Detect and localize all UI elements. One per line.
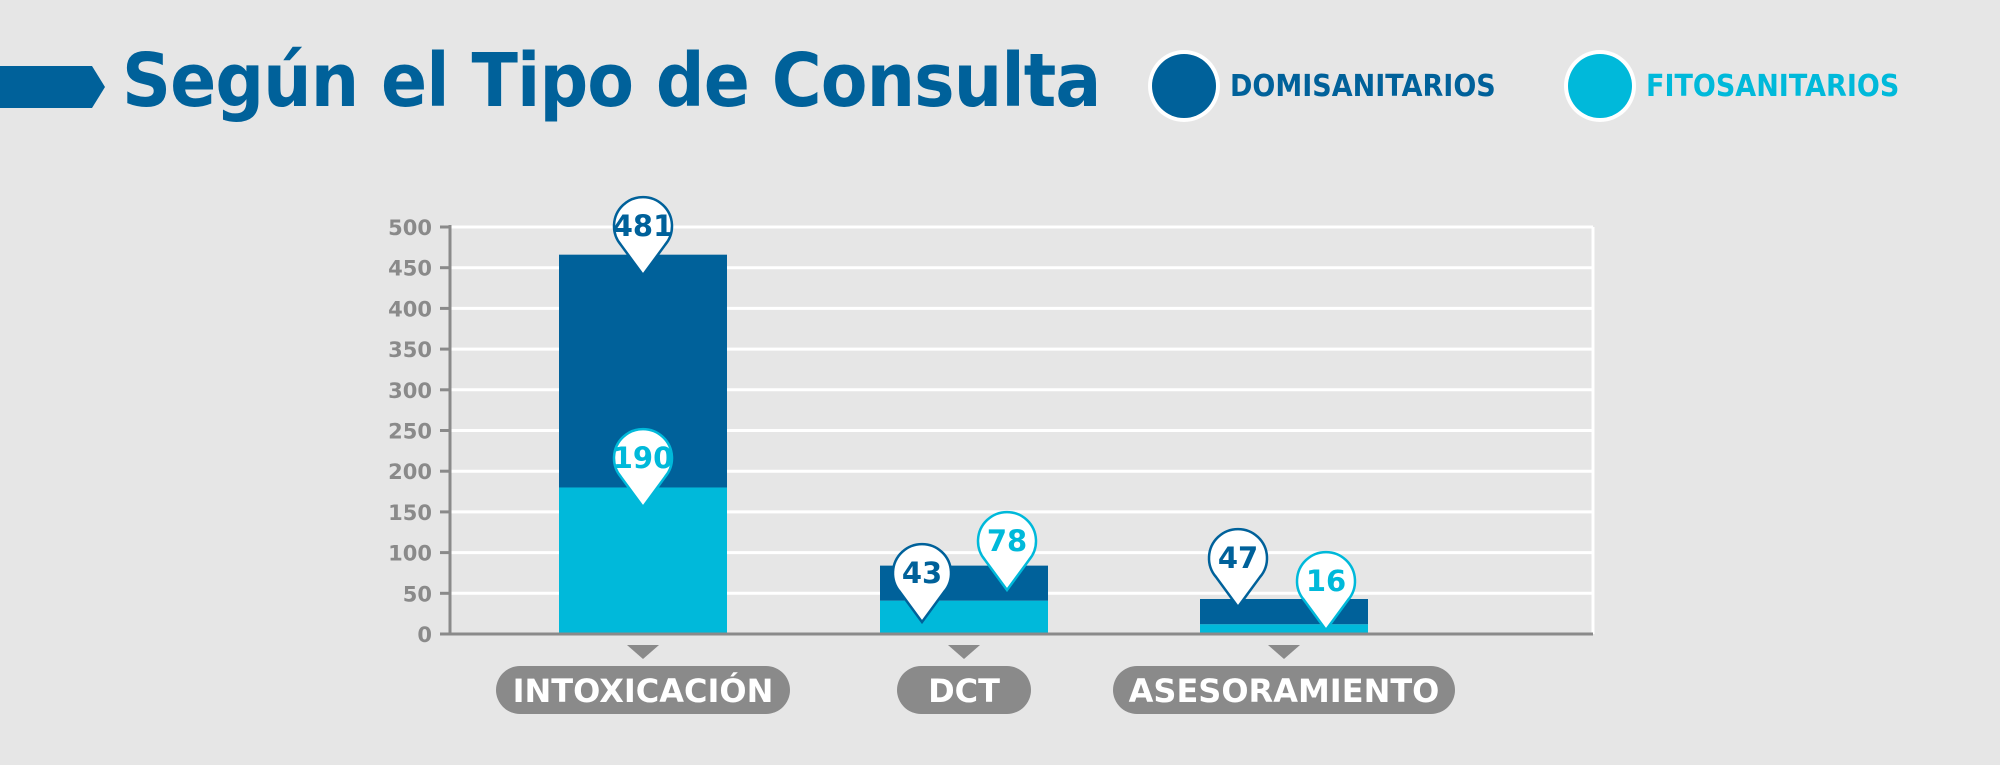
bar-fitosanitarios-2 — [1200, 624, 1368, 634]
x-category-label: ASESORAMIENTO — [1129, 672, 1440, 710]
y-tick-label: 400 — [388, 297, 432, 321]
value-pin: 47 — [1207, 527, 1269, 610]
y-tick-label: 150 — [388, 501, 432, 525]
y-tick-label: 250 — [388, 420, 432, 444]
value-pin-shape — [976, 510, 1038, 593]
y-tick-label: 500 — [388, 216, 432, 240]
legend-label-fitosanitarios: FITOSANITARIOS — [1646, 68, 1900, 104]
bar-fitosanitarios-0 — [559, 487, 727, 634]
category-pill — [496, 666, 790, 714]
y-tick-label: 200 — [388, 460, 432, 484]
legend-item-fitosanitarios: FITOSANITARIOS — [1568, 54, 1927, 118]
category-pointer — [948, 645, 980, 659]
value-pin-label: 43 — [902, 556, 942, 590]
x-category-label: INTOXICACIÓN — [513, 671, 774, 710]
category-pill — [1113, 666, 1455, 714]
chart-title: Según el Tipo de Consulta — [122, 38, 1101, 124]
x-category-label: DCT — [928, 672, 1000, 710]
value-pin-label: 47 — [1218, 541, 1258, 575]
value-pin-shape — [891, 542, 953, 625]
bar-fitosanitarios-1 — [880, 600, 1048, 634]
value-pin: 78 — [976, 510, 1038, 593]
legend-swatch-domisanitarios — [1152, 54, 1216, 118]
legend-swatch-fitosanitarios — [1568, 54, 1632, 118]
value-pin-shape — [612, 427, 674, 510]
y-tick-label: 50 — [403, 582, 432, 606]
value-pin: 43 — [891, 542, 953, 625]
value-pin-shape — [1295, 550, 1357, 633]
category-pill — [897, 666, 1031, 714]
value-pin: 481 — [612, 195, 674, 278]
value-pin-label: 16 — [1306, 564, 1346, 598]
value-pin-label: 190 — [613, 441, 674, 475]
value-pin: 190 — [612, 427, 674, 510]
y-tick-label: 350 — [388, 338, 432, 362]
y-tick-label: 0 — [417, 623, 432, 647]
value-pin-shape — [1207, 527, 1269, 610]
category-pointer — [1268, 645, 1300, 659]
title-accent-arrow — [0, 66, 105, 108]
value-pin-shape — [612, 195, 674, 278]
y-tick-label: 300 — [388, 379, 432, 403]
value-pin-label: 481 — [613, 209, 674, 243]
legend-item-domisanitarios: DOMISANITARIOS — [1152, 54, 1525, 118]
y-tick-label: 100 — [388, 542, 432, 566]
legend-label-domisanitarios: DOMISANITARIOS — [1230, 68, 1496, 104]
value-pin: 16 — [1295, 550, 1357, 633]
category-pointer — [627, 645, 659, 659]
value-pin-label: 78 — [987, 524, 1027, 558]
y-tick-label: 450 — [388, 257, 432, 281]
